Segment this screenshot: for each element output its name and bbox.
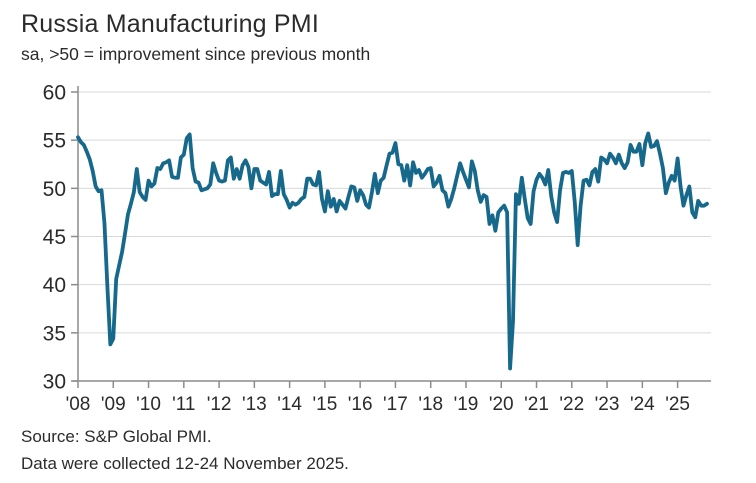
x-tick-label: '14 — [277, 394, 302, 415]
chart-subtitle: sa, >50 = improvement since previous mon… — [21, 44, 371, 64]
x-tick-label: '08 — [66, 394, 91, 415]
x-tick-label: '11 — [172, 394, 195, 415]
x-tick-label: '13 — [242, 394, 267, 415]
y-tick-label: 55 — [43, 130, 66, 153]
y-tick-label: 35 — [43, 322, 66, 345]
y-tick-label: 50 — [43, 178, 66, 201]
collection-note-text: Data were collected 12-24 November 2025. — [21, 454, 349, 473]
x-tick-label: '12 — [207, 394, 232, 415]
x-tick-label: '22 — [559, 394, 584, 415]
x-tick-label: '19 — [454, 394, 479, 415]
source-text: Source: S&P Global PMI. — [21, 427, 212, 446]
y-tick-label: 60 — [43, 82, 66, 105]
x-tick-label: '09 — [101, 394, 126, 415]
x-tick-label: '10 — [136, 394, 161, 415]
pmi-series-line — [76, 131, 709, 371]
x-tick-label: '15 — [313, 394, 338, 415]
y-tick-label: 40 — [43, 274, 66, 297]
y-tick-label: 45 — [43, 226, 66, 249]
x-tick-label: '25 — [665, 394, 690, 415]
x-tick-label: '18 — [418, 394, 443, 415]
chart-title: Russia Manufacturing PMI — [21, 10, 319, 38]
x-tick-label: '23 — [595, 394, 620, 415]
y-tick-label: 30 — [43, 371, 66, 394]
x-tick-label: '20 — [489, 394, 514, 415]
x-tick-label: '21 — [524, 394, 549, 415]
x-tick-label: '24 — [630, 394, 655, 415]
x-tick-label: '17 — [383, 394, 408, 415]
x-tick-label: '16 — [348, 394, 373, 415]
